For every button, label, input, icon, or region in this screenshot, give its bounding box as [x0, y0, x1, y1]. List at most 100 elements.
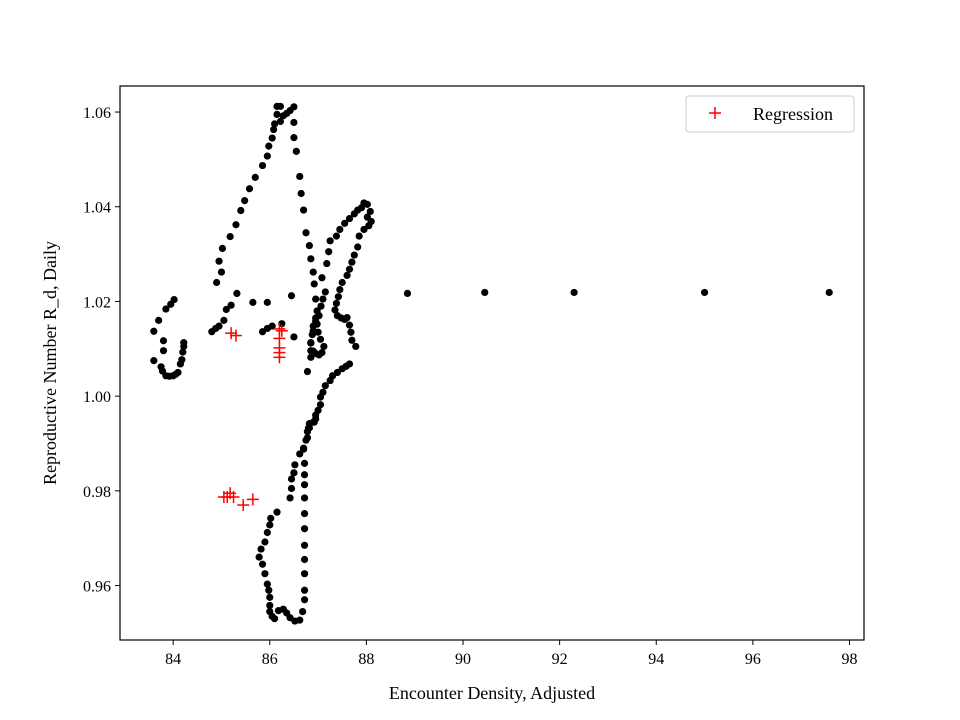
data-point [334, 293, 342, 301]
data-point [336, 286, 344, 294]
y-tick-label: 1.04 [83, 200, 111, 217]
data-point [332, 232, 341, 240]
y-tick-label: 1.02 [83, 294, 111, 311]
data-point [317, 302, 325, 310]
regression-point [229, 329, 242, 342]
data-point [170, 295, 178, 304]
data-point [218, 244, 227, 253]
data-point [290, 333, 298, 341]
data-point [162, 305, 170, 313]
data-point [321, 382, 329, 390]
data-point [300, 494, 309, 502]
data-point [325, 248, 333, 256]
data-point [360, 225, 368, 234]
data-point [266, 607, 274, 616]
data-point [300, 586, 309, 594]
x-axis-label: Encounter Density, Adjusted [389, 683, 595, 703]
data-point [150, 327, 158, 335]
regression-point [246, 493, 259, 506]
data-point [481, 288, 489, 297]
y-axis-label: Reproductive Number R_d, Daily [40, 241, 60, 485]
data-point [261, 570, 269, 578]
regression-point [273, 351, 286, 364]
data-point [348, 336, 356, 344]
data-point [343, 313, 351, 322]
data-point [232, 221, 240, 229]
data-point [366, 207, 374, 216]
data-point [257, 545, 265, 553]
data-point [348, 258, 356, 266]
data-point [150, 357, 158, 365]
data-point [270, 120, 279, 128]
data-point [297, 189, 305, 198]
x-tick-label: 92 [552, 651, 568, 668]
data-point [299, 444, 308, 452]
data-point [316, 335, 325, 343]
data-point [174, 368, 182, 377]
data-point [290, 118, 298, 127]
data-point [316, 393, 325, 401]
y-tick-label: 0.96 [83, 579, 111, 596]
data-point [287, 292, 296, 300]
data-point [273, 508, 281, 516]
data-point [300, 570, 309, 578]
data-point [312, 415, 320, 423]
data-point [255, 553, 263, 561]
data-point [341, 219, 349, 227]
legend-plus-mark [709, 107, 721, 119]
data-point [215, 322, 223, 330]
data-point [265, 586, 273, 594]
data-point [300, 555, 309, 564]
data-point [263, 580, 271, 588]
data-point [290, 469, 298, 477]
data-point [276, 117, 284, 126]
x-tick-label: 88 [358, 651, 374, 668]
regression-point [275, 324, 288, 337]
data-point [343, 271, 351, 280]
data-point [213, 278, 221, 287]
data-point [338, 365, 346, 373]
data-point [179, 348, 187, 356]
data-point [227, 301, 235, 309]
data-point [300, 471, 309, 479]
regression-point [225, 327, 238, 340]
data-point [155, 316, 163, 324]
data-point [291, 461, 299, 469]
data-point [300, 481, 309, 489]
x-tick-label: 96 [745, 651, 761, 668]
data-point [300, 525, 309, 533]
data-point [355, 232, 363, 240]
data-point [299, 206, 308, 214]
data-point [347, 328, 355, 336]
x-tick-label: 94 [648, 651, 664, 668]
data-point [315, 312, 323, 320]
data-point [336, 225, 344, 234]
data-point [302, 229, 310, 237]
data-point [266, 521, 274, 529]
data-point [307, 255, 315, 263]
data-point [309, 268, 317, 276]
data-point [258, 161, 267, 170]
regression-point [227, 491, 240, 504]
data-point [286, 494, 294, 502]
data-point [217, 268, 226, 276]
data-point [307, 353, 315, 361]
data-point [296, 450, 304, 458]
data-point [159, 347, 168, 355]
data-point [237, 206, 245, 215]
data-point [326, 376, 334, 385]
data-point [220, 316, 228, 324]
x-axis: 84 86 88 90 92 94 96 98 [165, 640, 858, 668]
data-point [263, 298, 271, 306]
data-point [273, 110, 281, 119]
x-tick-label: 90 [455, 651, 471, 668]
y-tick-label: 1.06 [83, 105, 111, 122]
data-point [350, 251, 358, 259]
data-point [241, 196, 249, 205]
data-point [403, 289, 412, 297]
data-point [300, 509, 309, 518]
x-tick-label: 98 [842, 651, 858, 668]
legend-marker-plus [709, 107, 721, 119]
data-point [276, 102, 284, 110]
data-point [226, 232, 234, 241]
